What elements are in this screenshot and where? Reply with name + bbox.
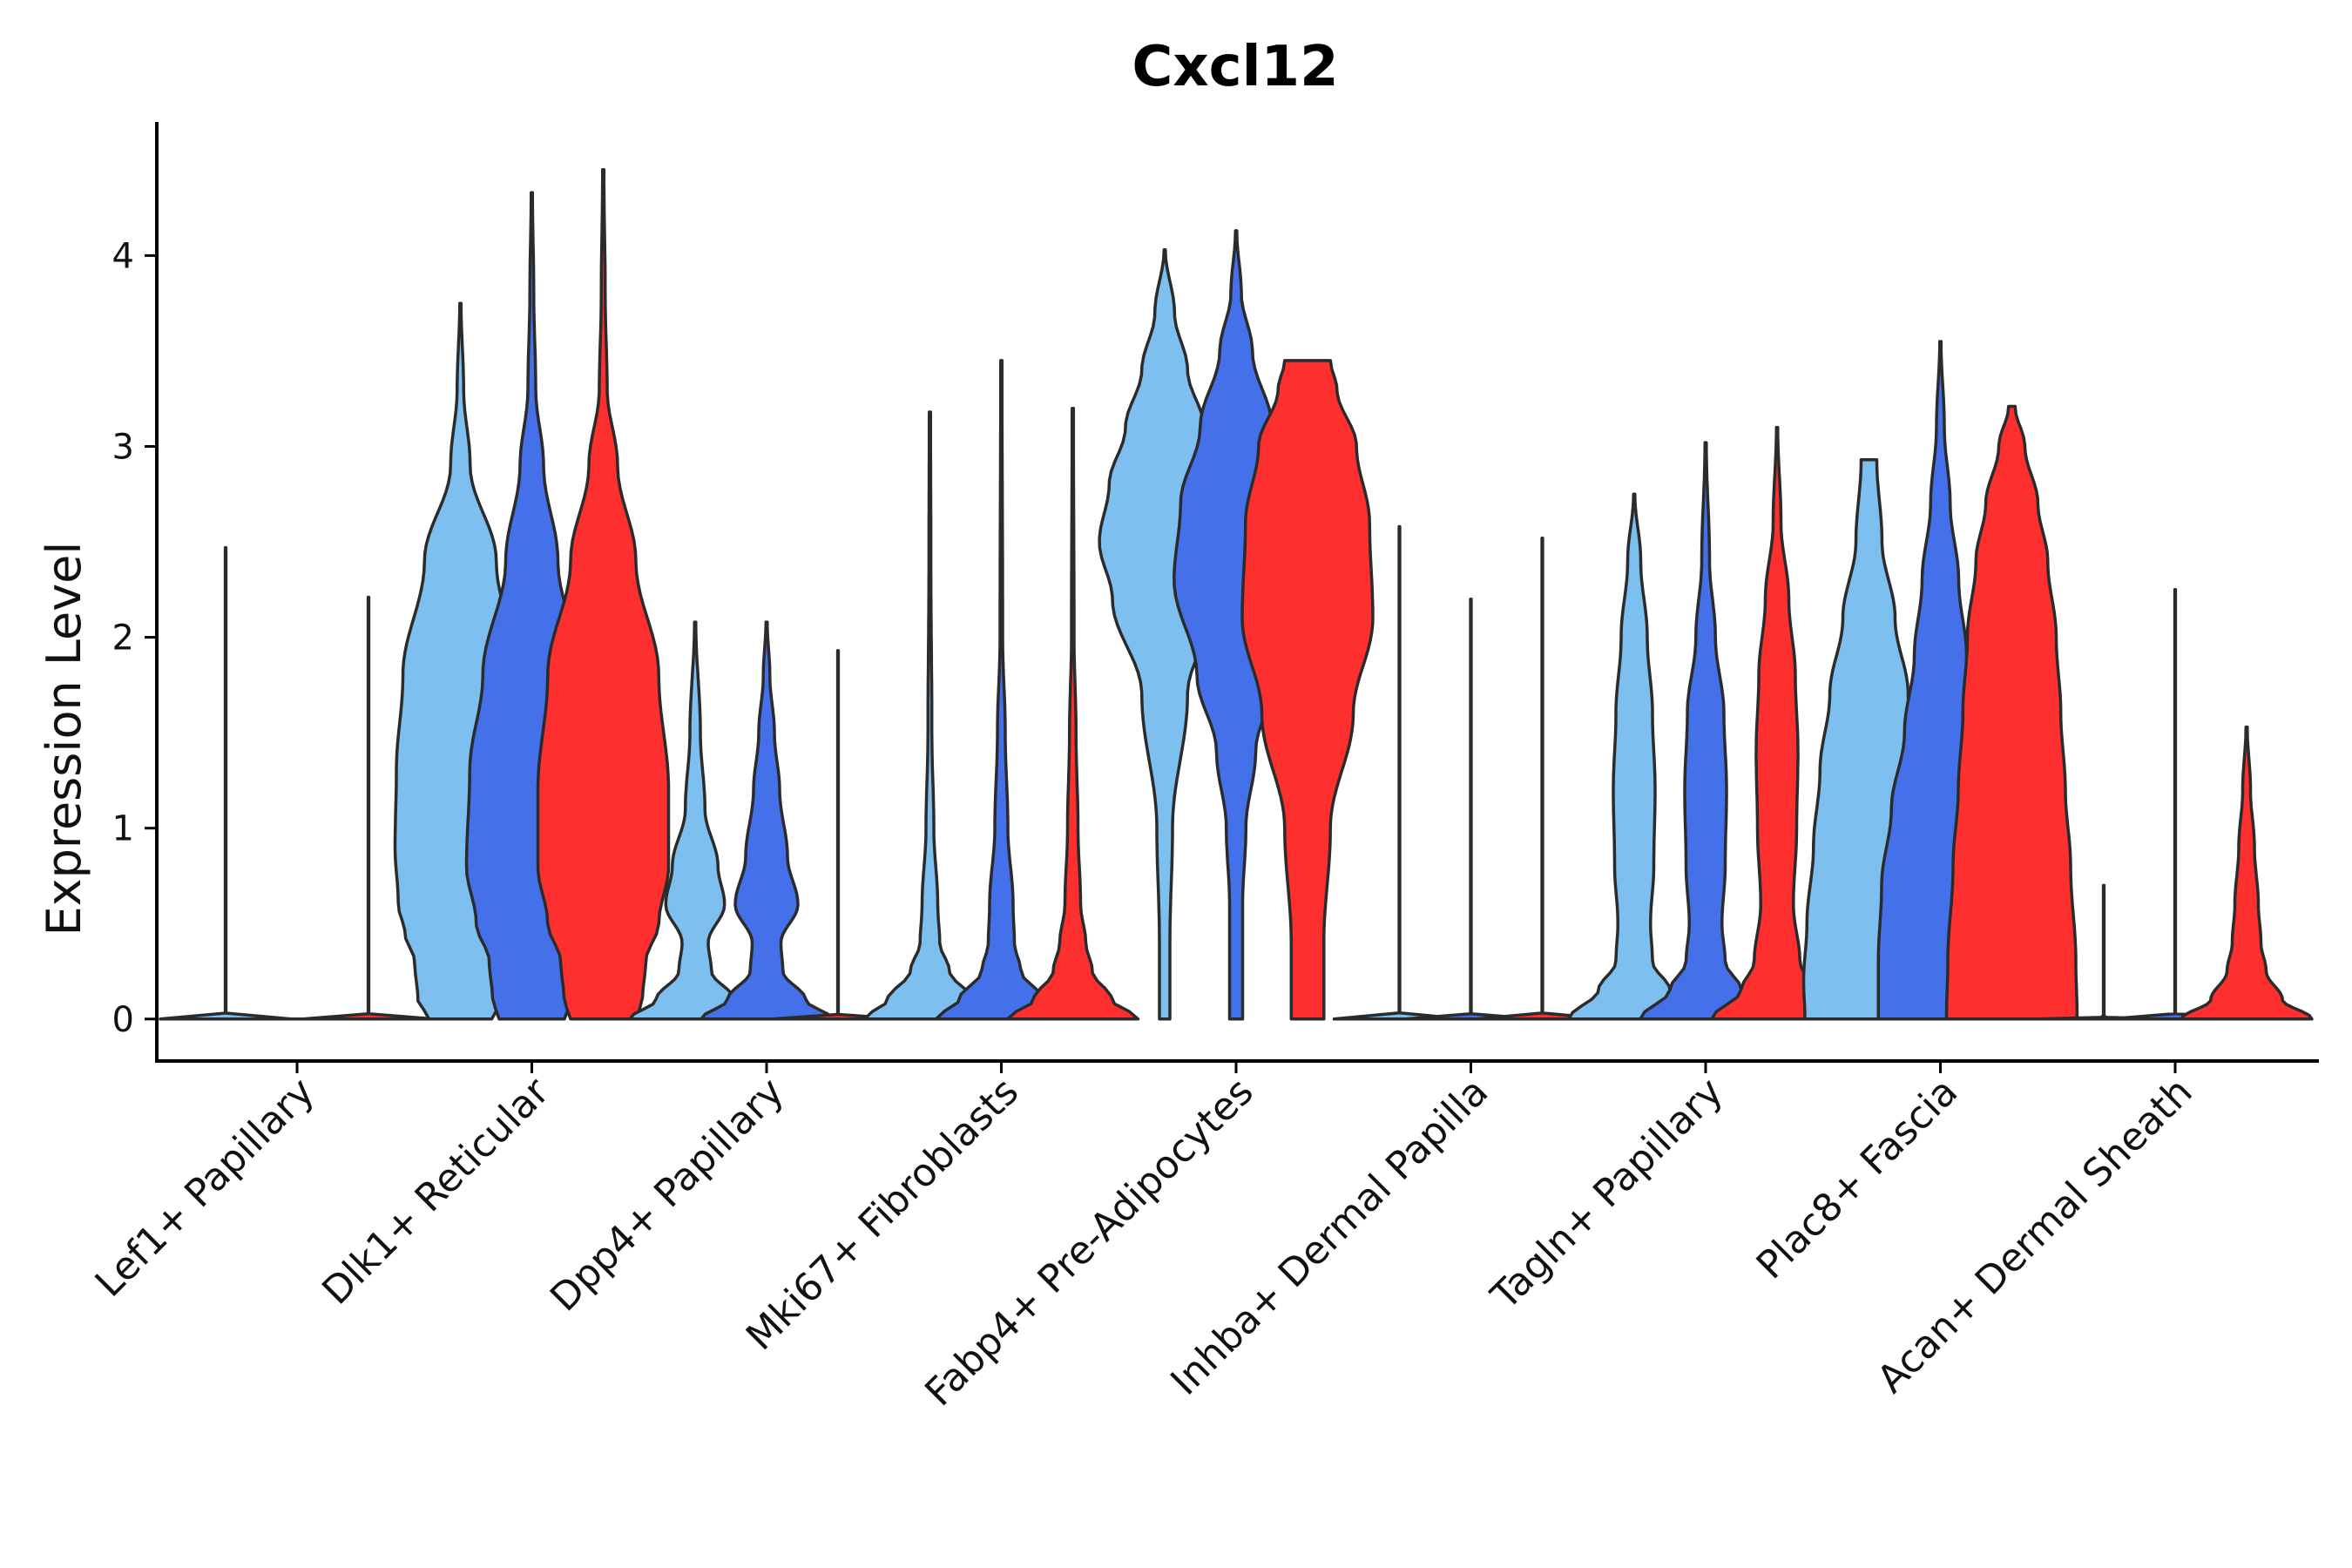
violin-dpp4-papillary-s1 — [700, 620, 834, 1021]
violin-tagln-papillary-s1 — [1639, 441, 1773, 1021]
chart-title: Cxcl12 — [1132, 35, 1338, 99]
violin-layer — [159, 168, 2314, 1021]
violin-tagln-papillary-s2 — [1710, 425, 1844, 1021]
violin-dlk1-reticular-s2 — [536, 168, 671, 1021]
violin-plac8-fascia-s2 — [1944, 404, 2079, 1021]
violin-acan-dermal-sheath-s2 — [2180, 725, 2314, 1021]
violin-lef1-papillary-s2 — [301, 595, 436, 1021]
violin-mki67-fibroblasts-s0 — [862, 410, 997, 1021]
y-tick-label: 3 — [112, 427, 134, 467]
x-tick-label: Plac8+ Fascia — [1748, 1070, 1967, 1288]
y-tick-label: 2 — [112, 618, 134, 659]
y-axis-label: Expression Level — [37, 542, 91, 936]
y-tick-label: 4 — [112, 236, 134, 276]
violin-inhba-dermal-papilla-s2 — [1475, 536, 1610, 1021]
x-tick-label: Tagln+ Papillary — [1483, 1070, 1732, 1319]
violin-fabp4-pre-adipocytes-s2 — [1240, 359, 1375, 1021]
x-tick-label: Lef1+ Papillary — [87, 1070, 323, 1306]
violin-tagln-papillary-s0 — [1567, 492, 1701, 1021]
violin-mki67-fibroblasts-s1 — [934, 359, 1069, 1021]
violin-mki67-fibroblasts-s2 — [1005, 406, 1140, 1021]
violin-lef1-papillary-s0 — [159, 545, 293, 1021]
violin-acan-dermal-sheath-s0 — [2037, 883, 2171, 1021]
y-tick-label: 0 — [112, 1000, 134, 1040]
x-tick-label: Dpp4+ Papillary — [542, 1070, 793, 1321]
violin-inhba-dermal-papilla-s0 — [1332, 524, 1467, 1021]
violin-dpp4-papillary-s2 — [771, 649, 905, 1021]
x-tick-label: Dlk1+ Reticular — [314, 1069, 558, 1314]
y-tick-label: 1 — [112, 809, 134, 849]
violin-acan-dermal-sheath-s1 — [2108, 588, 2242, 1021]
violin-dpp4-papillary-s0 — [628, 620, 762, 1021]
violin-inhba-dermal-papilla-s1 — [1403, 598, 1538, 1021]
